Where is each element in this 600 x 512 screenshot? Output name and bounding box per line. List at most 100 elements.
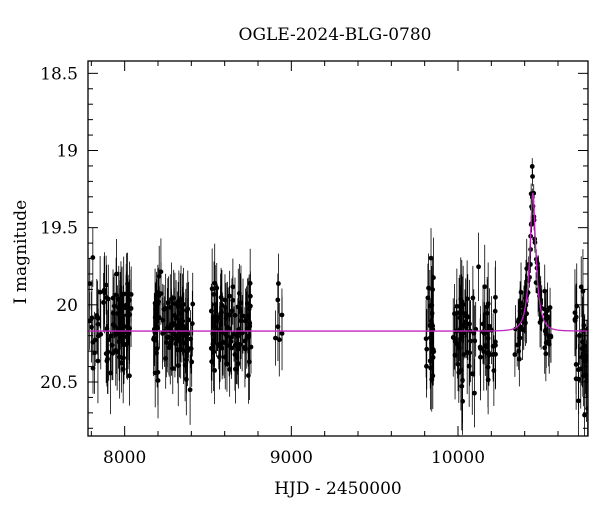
data-point — [425, 263, 431, 332]
data-point-marker — [226, 312, 232, 318]
data-point — [114, 239, 119, 309]
data-point-marker — [585, 406, 588, 411]
data-point-marker — [227, 293, 233, 299]
data-point-marker — [104, 326, 110, 332]
data-point-marker — [460, 377, 465, 383]
data-point-marker — [463, 313, 469, 319]
data-point — [546, 316, 552, 367]
data-point — [227, 270, 233, 322]
data-point — [579, 318, 585, 379]
data-point — [103, 255, 109, 315]
data-point-marker — [469, 371, 475, 377]
data-point-marker — [425, 295, 431, 301]
data-point-marker — [89, 324, 94, 330]
data-point — [97, 256, 103, 329]
data-point-marker — [223, 331, 228, 337]
data-point-marker — [114, 271, 119, 277]
data-point — [543, 291, 548, 338]
data-point-marker — [113, 347, 119, 353]
y-tick-label: 20 — [56, 296, 78, 316]
data-point — [462, 289, 468, 359]
data-point-marker — [153, 306, 159, 312]
data-point — [530, 166, 535, 187]
data-point — [212, 243, 218, 323]
data-point-marker — [127, 297, 132, 303]
data-point-marker — [482, 284, 488, 290]
data-point-marker — [430, 347, 436, 353]
data-point-marker — [187, 387, 193, 393]
data-point — [466, 325, 472, 407]
data-point — [219, 269, 225, 341]
data-point-marker — [235, 346, 241, 352]
data-point — [491, 335, 497, 406]
data-point-marker — [105, 349, 111, 355]
data-point-marker — [116, 339, 122, 345]
data-point-marker — [279, 331, 285, 336]
data-point-marker — [214, 314, 220, 320]
data-point-marker — [121, 342, 127, 348]
data-point-marker — [183, 376, 189, 382]
data-point — [279, 296, 285, 371]
data-point-marker — [542, 288, 548, 294]
data-point-marker — [427, 303, 433, 309]
data-point-marker — [211, 337, 217, 343]
data-point-marker — [458, 296, 464, 302]
data-point-marker — [208, 345, 214, 351]
data-point-marker — [424, 363, 429, 369]
data-point-marker — [212, 302, 218, 308]
data-point — [127, 345, 132, 406]
data-point-marker — [522, 320, 528, 326]
data-point — [472, 305, 478, 377]
y-tick-label: 20.5 — [40, 373, 78, 393]
data-point — [105, 309, 111, 394]
data-point-marker — [123, 302, 129, 308]
data-point-marker — [491, 368, 497, 373]
data-point — [429, 303, 434, 384]
data-point-marker — [248, 344, 254, 350]
data-point — [189, 290, 195, 357]
data-point-marker — [486, 352, 492, 358]
data-point — [152, 268, 158, 338]
data-point — [123, 264, 129, 347]
data-point-marker — [481, 349, 487, 355]
data-point — [460, 337, 465, 423]
data-point — [482, 244, 488, 329]
data-point — [118, 261, 124, 337]
data-point-marker — [429, 341, 434, 346]
data-point — [109, 310, 115, 381]
data-point-marker — [217, 327, 223, 333]
data-point-marker — [530, 174, 535, 179]
data-point-marker — [190, 301, 196, 307]
data-point-marker — [572, 310, 578, 316]
data-point-marker — [90, 255, 96, 260]
data-point — [121, 306, 127, 384]
data-layer — [88, 158, 588, 436]
data-point-marker — [476, 264, 481, 270]
data-point-marker — [166, 334, 172, 340]
data-point-marker — [120, 366, 126, 372]
data-point-marker — [181, 348, 186, 354]
data-point — [177, 304, 183, 362]
data-point-marker — [106, 337, 112, 343]
data-point-marker — [516, 356, 522, 362]
data-point — [538, 290, 544, 350]
data-point — [477, 318, 483, 376]
data-point-marker — [242, 344, 248, 350]
data-point — [512, 332, 518, 377]
data-point — [577, 306, 582, 365]
data-point-marker — [276, 337, 282, 343]
data-point — [581, 288, 587, 362]
data-point — [424, 334, 429, 398]
data-point-marker — [573, 362, 579, 367]
data-point — [214, 283, 220, 351]
data-point — [463, 279, 469, 353]
data-point — [117, 315, 123, 399]
data-point-marker — [512, 352, 518, 357]
data-point — [276, 253, 281, 314]
data-point-marker — [581, 322, 587, 328]
data-point — [578, 256, 584, 318]
data-point-marker — [154, 350, 159, 356]
data-point-marker — [219, 302, 225, 308]
data-point-marker — [154, 346, 160, 351]
